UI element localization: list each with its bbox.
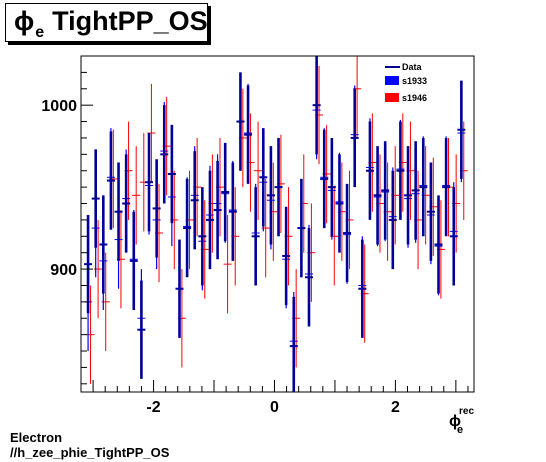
legend-s1933-label: s1933 (402, 76, 427, 86)
plot-frame (80, 55, 475, 393)
histogram-title: ϕe TightPP_OS (14, 6, 208, 42)
title-subscript: e (35, 24, 45, 41)
footer-label: Electron (10, 430, 63, 445)
data-series (84, 56, 466, 392)
legend-s1946-label: s1946 (402, 93, 427, 103)
legend: Data s1933 s1946 (385, 62, 427, 103)
x-tick-label: 2 (391, 399, 400, 416)
legend-s1933-swatch (385, 76, 399, 85)
x-tick-label: 0 (270, 399, 279, 416)
x-axis-sub: e (457, 424, 463, 436)
y-tick-label: 900 (50, 262, 77, 279)
legend-data-label: Data (402, 62, 423, 72)
x-tick-label: -2 (146, 399, 160, 416)
x-axis-sup: rec (459, 406, 474, 417)
x-axis: -2 0 2 (92, 380, 469, 416)
title-symbol: ϕ (14, 6, 35, 36)
y-axis: 900 1000 (41, 55, 93, 385)
x-axis-title: ϕ rec e (449, 406, 474, 436)
s1946-series (86, 56, 468, 384)
y-tick-label: 1000 (41, 98, 77, 115)
title-box: ϕe TightPP_OS (5, 3, 208, 42)
x-axis-symbol: ϕ (449, 413, 461, 430)
legend-s1946-swatch (385, 93, 399, 102)
footer-histogram-path: //h_zee_phie_TightPP_OS (10, 445, 170, 460)
title-label: TightPP_OS (52, 6, 208, 36)
footer: Electron //h_zee_phie_TightPP_OS (10, 430, 169, 460)
